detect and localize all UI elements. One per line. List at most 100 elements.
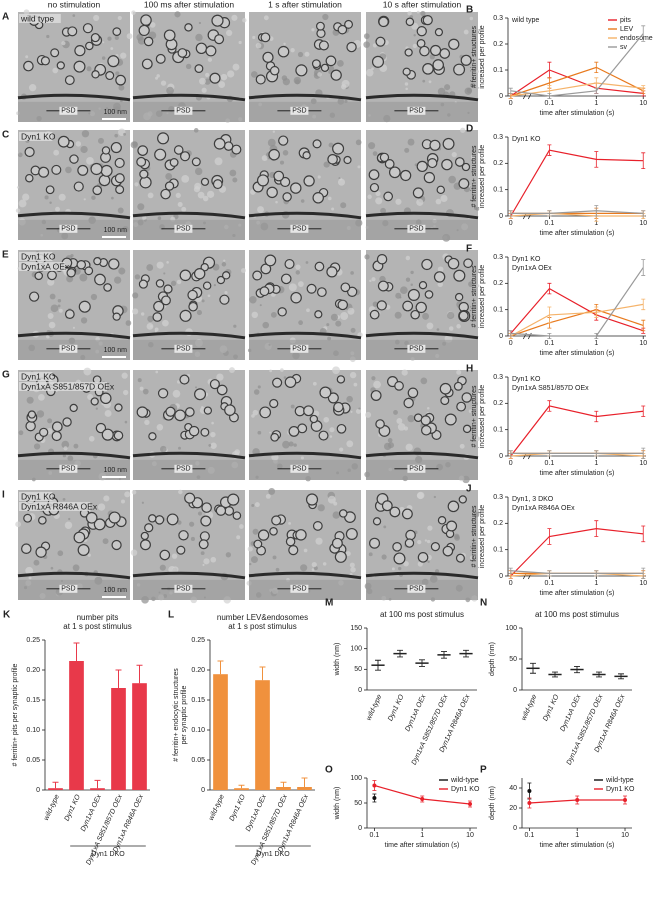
scale-bar-label: 100 nm bbox=[104, 109, 128, 116]
texture bbox=[269, 369, 273, 373]
vesicle bbox=[407, 387, 419, 399]
label-bg bbox=[19, 262, 65, 271]
vesicle bbox=[140, 14, 152, 26]
texture bbox=[269, 431, 272, 434]
vesicle bbox=[394, 381, 404, 391]
vesicle bbox=[282, 192, 292, 202]
texture bbox=[111, 196, 114, 200]
vesicle bbox=[259, 406, 272, 419]
vesicle bbox=[155, 53, 166, 64]
y-tick-label: 0 bbox=[358, 687, 362, 694]
texture bbox=[303, 548, 308, 553]
y-tick-label: 0.10 bbox=[26, 727, 40, 734]
texture bbox=[257, 385, 261, 389]
texture bbox=[357, 165, 361, 169]
texture bbox=[203, 558, 210, 565]
bar bbox=[69, 661, 84, 790]
error-bar bbox=[463, 649, 469, 658]
texture bbox=[283, 42, 286, 46]
psd-box bbox=[407, 344, 426, 353]
texture bbox=[463, 29, 469, 35]
annotation: Dyn1 KO bbox=[512, 376, 541, 383]
texture bbox=[326, 323, 330, 327]
texture bbox=[407, 415, 415, 423]
vesicle bbox=[205, 45, 217, 57]
texture bbox=[16, 186, 20, 189]
series-line bbox=[510, 303, 644, 337]
error-bar bbox=[419, 659, 425, 667]
panel-letter: I bbox=[2, 490, 5, 501]
panel-letter: A bbox=[2, 12, 9, 23]
texture bbox=[355, 139, 362, 146]
vesicle bbox=[256, 174, 270, 187]
error-bar bbox=[641, 210, 646, 217]
error-bar bbox=[594, 61, 599, 73]
vesicle bbox=[110, 141, 122, 154]
vesicle bbox=[318, 430, 329, 441]
error-bar bbox=[641, 152, 646, 169]
vesicle bbox=[404, 538, 415, 548]
vesicle bbox=[269, 398, 279, 409]
vesicle bbox=[195, 42, 208, 55]
membrane bbox=[17, 331, 131, 340]
texture bbox=[25, 566, 34, 575]
texture bbox=[33, 443, 41, 450]
vesicle bbox=[327, 153, 338, 165]
texture bbox=[149, 21, 156, 28]
texture bbox=[202, 563, 205, 567]
texture bbox=[61, 41, 66, 46]
texture bbox=[97, 137, 104, 144]
legend-label: wild-type bbox=[450, 777, 479, 784]
error-bar bbox=[594, 205, 599, 217]
vesicle bbox=[268, 148, 280, 161]
texture bbox=[268, 487, 276, 495]
psd-label: PSD bbox=[292, 108, 306, 115]
vesicle bbox=[50, 48, 60, 58]
error-bar bbox=[641, 298, 646, 311]
psd-box bbox=[174, 106, 193, 115]
vesicle bbox=[454, 292, 464, 302]
texture bbox=[118, 267, 126, 275]
y-axis-label: increased per profile bbox=[479, 25, 486, 89]
vesicle bbox=[285, 536, 296, 547]
vesicle bbox=[157, 388, 169, 399]
texture bbox=[469, 16, 474, 21]
texture bbox=[72, 326, 75, 329]
membrane bbox=[365, 571, 479, 580]
vesicle bbox=[419, 45, 430, 57]
texture bbox=[469, 555, 475, 561]
psd-label: PSD bbox=[292, 346, 306, 353]
em-image: PSD bbox=[364, 250, 480, 362]
texture bbox=[339, 447, 344, 452]
texture bbox=[428, 80, 432, 84]
psd-box bbox=[174, 464, 193, 473]
chart-title: at 1 s post stimulus bbox=[228, 622, 296, 631]
y-tick-label: 0.2 bbox=[493, 400, 503, 407]
texture bbox=[391, 567, 395, 571]
vesicle bbox=[446, 520, 458, 532]
series-line bbox=[510, 267, 644, 337]
membrane bbox=[132, 571, 246, 580]
vesicle bbox=[27, 410, 37, 419]
texture bbox=[166, 86, 174, 95]
texture bbox=[369, 279, 372, 283]
vesicle bbox=[309, 414, 319, 424]
annotation: Dyn1xA S851/857D OEx bbox=[512, 385, 589, 392]
texture bbox=[58, 308, 63, 313]
error-bar bbox=[594, 520, 599, 537]
psd-label: PSD bbox=[409, 108, 423, 115]
vesicle bbox=[270, 432, 280, 442]
y-axis-label: # ferritin+ structures bbox=[471, 385, 478, 448]
texture bbox=[131, 10, 136, 15]
error-bar bbox=[375, 659, 381, 671]
membrane bbox=[132, 451, 246, 460]
texture bbox=[170, 280, 177, 286]
error-bar bbox=[547, 528, 552, 545]
y-tick-label: 0.10 bbox=[191, 727, 205, 734]
texture bbox=[254, 502, 260, 508]
vesicle bbox=[295, 529, 307, 541]
texture bbox=[470, 154, 476, 160]
vesicle bbox=[257, 529, 270, 541]
x-tick-label: Dyn1xA OEx bbox=[80, 793, 103, 832]
texture bbox=[395, 198, 402, 205]
